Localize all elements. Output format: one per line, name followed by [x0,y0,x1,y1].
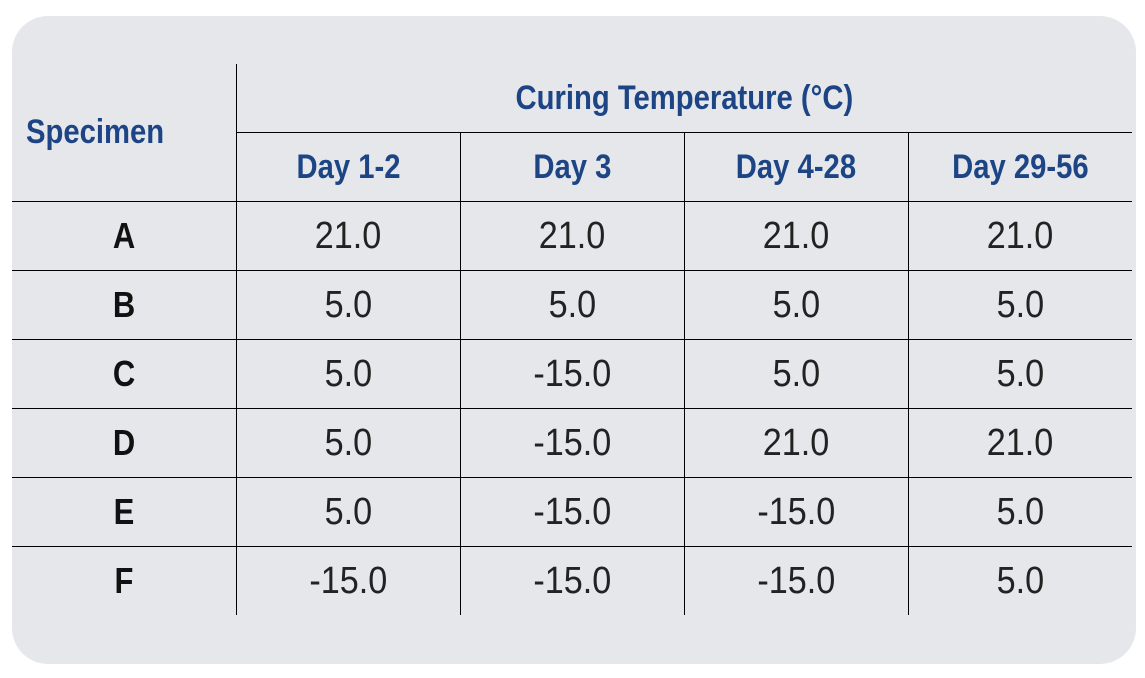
cell-value: -15.0 [757,559,835,602]
cell-value: 5.0 [996,352,1045,395]
table-cell: 5.0 [459,270,684,340]
table-cell: 21.0 [907,408,1133,478]
cell-value: 21.0 [986,214,1054,257]
table-cell: 21.0 [683,408,908,478]
cell-value: -15.0 [533,559,611,602]
cell-value: 5.0 [324,421,372,464]
table-cell: 5.0 [235,477,460,547]
cell-value: 5.0 [324,352,372,395]
row-label: B [112,284,135,325]
table-cell: 5.0 [907,477,1133,547]
cell-value: -15.0 [533,421,611,464]
row-label-cell: C [12,339,236,409]
row-label-cell: E [12,477,236,547]
cell-value: 5.0 [324,490,372,533]
header-row-days: Day 1-2 Day 3 Day 4-28 Day 29-56 [12,132,1133,202]
column-header-label: Day 1-2 [295,147,401,186]
column-header-label: Day 29-56 [951,147,1089,186]
specimen-header-cell: Specimen [12,64,237,202]
column-header-day-4-28: Day 4-28 [683,132,908,202]
specimen-header: Specimen [26,113,165,151]
row-label-cell: A [12,201,236,271]
cell-value: 21.0 [762,421,830,464]
table-cell: 5.0 [683,339,908,409]
table-cell: 21.0 [235,201,460,271]
table-cell: 21.0 [907,201,1133,271]
table-cell: 5.0 [235,270,460,340]
curing-temperature-header: Curing Temperature (°C) [515,78,854,117]
cell-value: 5.0 [996,490,1045,533]
row-label-cell: B [12,270,236,340]
row-label: F [114,560,134,601]
table-cell: 21.0 [683,201,908,271]
table-cell: 5.0 [907,339,1133,409]
table-cell: 5.0 [907,546,1133,615]
header-row-group: Specimen Curing Temperature (°C) [12,64,1133,202]
table-row: B 5.0 5.0 5.0 5.0 [12,270,1133,340]
cell-value: -15.0 [757,490,835,533]
row-label: E [113,491,135,532]
row-label-cell: F [12,547,236,616]
cell-value: 21.0 [762,214,830,257]
group-header-cell: Curing Temperature (°C) [236,64,1133,133]
row-label: A [112,215,135,256]
cell-value: 5.0 [772,283,820,326]
column-header-day-29-56: Day 29-56 [907,132,1133,202]
table-cell: -15.0 [459,339,684,409]
table-cell: -15.0 [459,477,684,547]
cell-value: -15.0 [533,352,611,395]
column-header-day-1-2: Day 1-2 [236,132,460,202]
column-header-label: Day 3 [532,147,612,186]
cell-value: 5.0 [996,283,1045,326]
cell-value: 5.0 [996,559,1045,602]
table-cell: -15.0 [235,546,460,615]
cell-value: -15.0 [533,490,611,533]
cell-value: 5.0 [772,352,820,395]
cell-value: 21.0 [538,214,606,257]
table-row: E 5.0 -15.0 -15.0 5.0 [12,477,1133,547]
table-cell: 5.0 [235,339,460,409]
table-cell: -15.0 [683,477,908,547]
table-row: F -15.0 -15.0 -15.0 5.0 [12,546,1133,616]
cell-value: 21.0 [986,421,1054,464]
cell-value: 5.0 [548,283,596,326]
curing-temperature-table: Specimen Curing Temperature (°C) Day 1-2… [12,64,1133,616]
table-cell: -15.0 [459,408,684,478]
cell-value: -15.0 [309,559,387,602]
table-cell: 21.0 [459,201,684,271]
row-label: C [112,353,135,394]
table-row: D 5.0 -15.0 21.0 21.0 [12,408,1133,478]
cell-value: 5.0 [324,283,372,326]
table-cell: 5.0 [683,270,908,340]
table-row: C 5.0 -15.0 5.0 5.0 [12,339,1133,409]
row-label: D [112,422,135,463]
table-cell: -15.0 [683,546,908,615]
table-cell: 5.0 [235,408,460,478]
row-label-cell: D [12,408,236,478]
table-row: A 21.0 21.0 21.0 21.0 [12,201,1133,271]
table-cell: -15.0 [459,546,684,615]
table-cell: 5.0 [907,270,1133,340]
cell-value: 21.0 [314,214,382,257]
column-header-label: Day 4-28 [735,147,857,186]
column-header-day-3: Day 3 [459,132,684,202]
